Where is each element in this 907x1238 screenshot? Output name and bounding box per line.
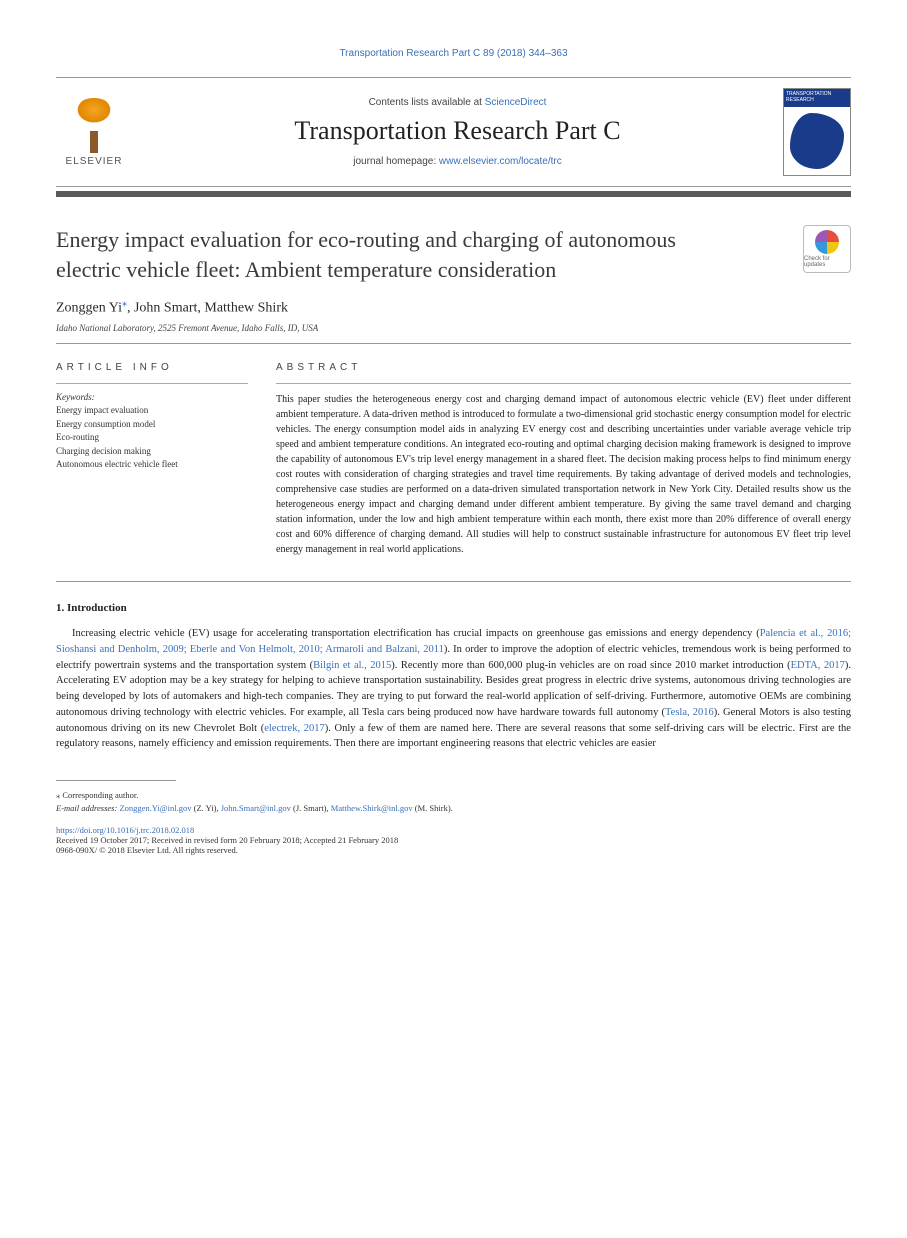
keyword-item: Energy consumption model: [56, 418, 248, 432]
keyword-item: Charging decision making: [56, 445, 248, 459]
journal-header: ELSEVIER Contents lists available at Sci…: [56, 77, 851, 187]
author-affiliation: Idaho National Laboratory, 2525 Fremont …: [56, 323, 851, 333]
crossmark-badge[interactable]: Check for updates: [803, 225, 851, 273]
email-attribution: (Z. Yi),: [194, 803, 219, 813]
article-info-heading: ARTICLE INFO: [56, 362, 248, 373]
accent-bar: [56, 191, 851, 197]
page: Transportation Research Part C 89 (2018)…: [0, 0, 907, 895]
email-addresses: E-mail addresses: Zonggen.Yi@inl.gov (Z.…: [56, 802, 851, 815]
divider: [56, 581, 851, 582]
publisher-name: ELSEVIER: [66, 156, 123, 167]
cover-title: TRANSPORTATION RESEARCH: [784, 89, 850, 107]
title-row: Energy impact evaluation for eco-routing…: [56, 225, 851, 284]
abstract-text: This paper studies the heterogeneous ene…: [276, 392, 851, 557]
keyword-item: Energy impact evaluation: [56, 404, 248, 418]
citation-link[interactable]: electrek, 2017: [264, 723, 325, 734]
article-info-column: ARTICLE INFO Keywords: Energy impact eva…: [56, 362, 248, 557]
author-email-link[interactable]: Matthew.Shirk@inl.gov: [331, 803, 413, 813]
footnote-divider: [56, 780, 176, 781]
author-email-link[interactable]: Zonggen.Yi@inl.gov: [119, 803, 191, 813]
article-title: Energy impact evaluation for eco-routing…: [56, 225, 696, 284]
abstract-divider: [276, 383, 851, 384]
citation-link[interactable]: Bilgin et al., 2015: [313, 660, 391, 671]
keyword-item: Autonomous electric vehicle fleet: [56, 458, 248, 472]
crossmark-icon: [815, 230, 839, 254]
citation-link[interactable]: Palencia et al., 2016; Sioshansi and Den…: [56, 628, 851, 655]
contents-available-line: Contents lists available at ScienceDirec…: [132, 97, 783, 108]
article-history: Received 19 October 2017; Received in re…: [56, 835, 851, 845]
journal-homepage-link[interactable]: www.elsevier.com/locate/trc: [439, 156, 562, 167]
author-email-link[interactable]: John.Smart@inl.gov: [221, 803, 291, 813]
crossmark-label: Check for updates: [804, 256, 850, 268]
copyright-line: 0968-090X/ © 2018 Elsevier Ltd. All righ…: [56, 845, 851, 855]
corresponding-author-note: ⁎ Corresponding author.: [56, 789, 851, 802]
introduction-paragraph: Increasing electric vehicle (EV) usage f…: [56, 626, 851, 752]
journal-homepage-line: journal homepage: www.elsevier.com/locat…: [132, 156, 783, 167]
keyword-item: Eco-routing: [56, 431, 248, 445]
elsevier-logo: ELSEVIER: [56, 98, 132, 167]
section-heading-introduction: 1. Introduction: [56, 602, 851, 614]
homepage-prefix: journal homepage:: [353, 156, 439, 167]
journal-reference: Transportation Research Part C 89 (2018)…: [56, 48, 851, 59]
journal-cover-thumbnail: TRANSPORTATION RESEARCH: [783, 88, 851, 176]
header-center: Contents lists available at ScienceDirec…: [132, 97, 783, 167]
citation-link[interactable]: Tesla, 2016: [665, 707, 714, 718]
keywords-list: Energy impact evaluationEnergy consumpti…: [56, 404, 248, 472]
email-label: E-mail addresses:: [56, 803, 117, 813]
info-divider: [56, 383, 248, 384]
cover-graphic-icon: [790, 113, 844, 169]
author-list: Zonggen Yi⁎, John Smart, Matthew Shirk: [56, 298, 851, 317]
contents-prefix: Contents lists available at: [369, 97, 485, 108]
email-attribution: (M. Shirk).: [415, 803, 453, 813]
abstract-heading: ABSTRACT: [276, 362, 851, 373]
info-abstract-row: ARTICLE INFO Keywords: Energy impact eva…: [56, 362, 851, 557]
abstract-column: ABSTRACT This paper studies the heteroge…: [276, 362, 851, 557]
doi-link[interactable]: https://doi.org/10.1016/j.trc.2018.02.01…: [56, 825, 851, 835]
sciencedirect-link[interactable]: ScienceDirect: [485, 97, 547, 108]
citation-link[interactable]: EDTA, 2017: [791, 660, 845, 671]
keywords-label: Keywords:: [56, 392, 248, 402]
elsevier-tree-icon: [66, 98, 122, 154]
divider: [56, 343, 851, 344]
email-attribution: (J. Smart),: [293, 803, 329, 813]
journal-title: Transportation Research Part C: [132, 116, 783, 146]
